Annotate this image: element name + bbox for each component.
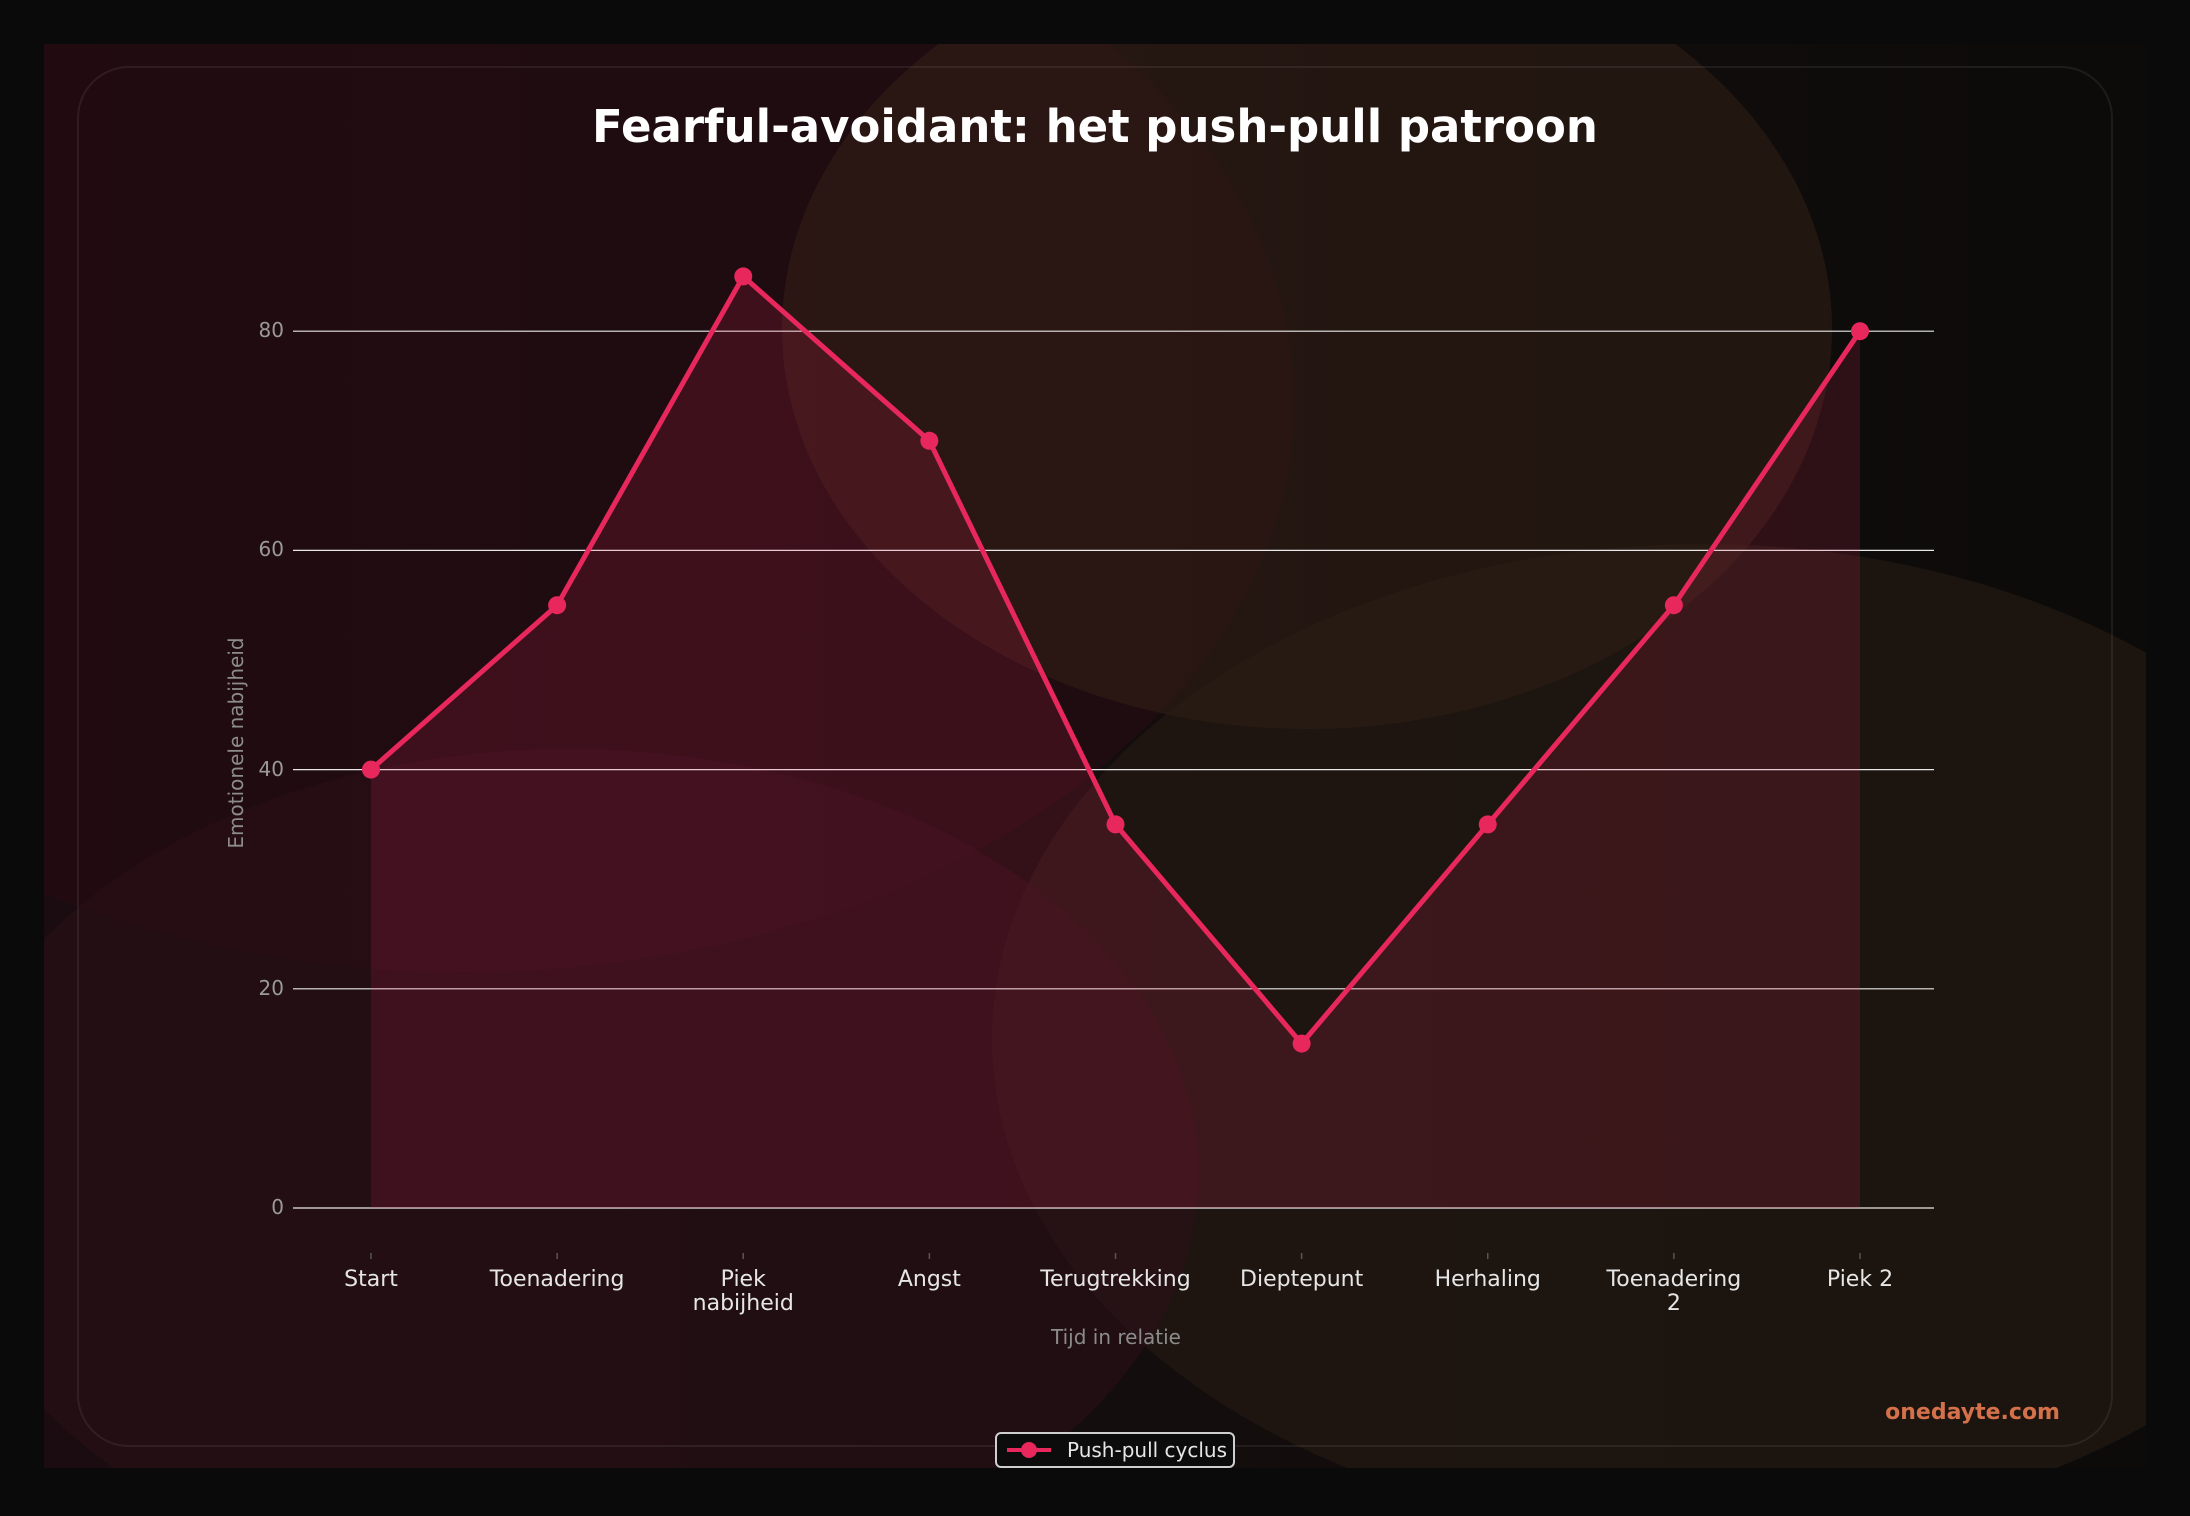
chart-frame [44,44,2146,1468]
background-blobs [44,44,2146,1468]
data-point [1851,322,1869,341]
x-tick-label: Piek 2 [1826,1267,1894,1292]
y-tick-label: 60 [258,537,284,562]
data-point [548,596,567,615]
brand-watermark: onedayte.com [1885,1400,2060,1425]
x-tick-label: Terugtrekking [1040,1267,1191,1292]
area-fill [371,276,1860,1208]
legend: Push-pull cyclus [995,1432,1235,1468]
x-tick-label: Piek nabijheid [692,1267,794,1316]
x-tick-label: Start [344,1267,398,1292]
y-tick-label: 20 [258,975,284,1000]
y-tick-label: 0 [271,1195,284,1219]
x-axis-label: Tijd in relatie [1051,1325,1181,1349]
chart-title: Fearful-avoidant: het push-pull patroon [592,100,1598,153]
y-tick-label: 40 [258,756,284,781]
legend-line-marker-icon [1007,1442,1051,1458]
data-point [1292,1034,1311,1053]
x-tick-label: Toenadering 2 [1606,1267,1742,1316]
x-tick-label: Toenadering [489,1267,625,1292]
data-point [362,760,380,779]
data-point [1478,815,1497,834]
x-tick-label: Dieptepunt [1240,1267,1364,1292]
data-point [920,431,939,450]
x-tick-label: Angst [897,1267,961,1292]
x-tick-label: Herhaling [1434,1267,1541,1292]
data-point [1664,596,1683,615]
y-tick-label: 80 [258,318,284,343]
y-axis-label: Emotionele nabijheid [224,637,248,849]
data-point [734,267,753,286]
legend-label: Push-pull cyclus [1067,1438,1228,1462]
data-point [1106,815,1125,834]
